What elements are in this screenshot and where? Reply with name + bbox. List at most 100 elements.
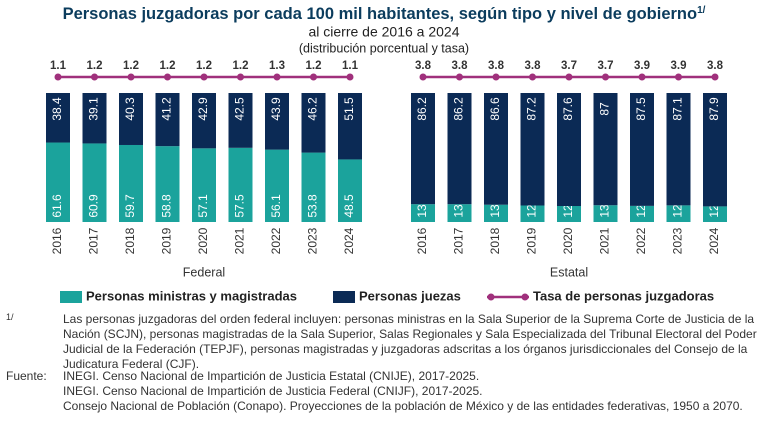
bar-segment [593, 205, 618, 222]
bar-segment [192, 148, 216, 222]
rate-label: 3.8 [452, 60, 469, 72]
title-text: Personas juzgadoras por cada 100 mil hab… [63, 5, 698, 23]
x-tick-label: 2024 [707, 227, 721, 254]
rate-point [54, 73, 62, 81]
bar-segment [703, 93, 727, 207]
bar-segment [630, 93, 654, 206]
x-tick-label: 2022 [269, 227, 283, 254]
rate-label: 1.2 [160, 60, 176, 72]
bar-segment [155, 146, 180, 222]
rate-label: 3.9 [671, 60, 687, 72]
bar-value-label: 87.5 [634, 97, 648, 121]
bar-value-label: 57.1 [196, 194, 210, 218]
bar-value-label: 61.6 [50, 194, 64, 218]
title-note: 1/ [697, 5, 706, 16]
x-tick-label: 2023 [671, 227, 685, 254]
group-label: Estatal [550, 265, 588, 279]
bar-value-label: 38.4 [50, 97, 64, 121]
note-text: Las personas juzgadoras del orden federa… [63, 312, 757, 371]
rate-label: 1.3 [269, 60, 285, 72]
rate-label: 1.2 [306, 60, 322, 72]
legend-label: Tasa de personas juzgadoras [533, 288, 714, 303]
rate-label: 3.8 [707, 60, 724, 72]
source-line: INEGI. Censo Nacional de Impartición de … [63, 369, 480, 383]
bar-segment [82, 93, 107, 144]
bar-value-label: 87.2 [525, 97, 539, 121]
source-label: Fuente: [6, 369, 47, 383]
bar-segment [192, 93, 216, 149]
rate-point [675, 73, 682, 81]
source-line: INEGI. Censo Nacional de Impartición de … [63, 384, 483, 398]
bar-segment [301, 93, 326, 153]
bar-segment [119, 93, 143, 145]
bar-value-label: 87.9 [707, 97, 721, 121]
legend-point [487, 293, 495, 301]
bar-segment [520, 93, 545, 206]
rate-point [91, 73, 98, 81]
note-marker: 1/ [6, 312, 14, 322]
rate-label: 3.7 [561, 60, 577, 72]
rate-point [419, 73, 427, 81]
bar-value-label: 46.2 [306, 97, 320, 121]
rate-point [529, 73, 536, 81]
bar-segment [338, 93, 362, 160]
bar-value-label: 86.2 [452, 97, 466, 121]
x-tick-label: 2022 [634, 227, 648, 254]
bar-value-label: 60.9 [87, 194, 101, 218]
bar-value-label: 56.1 [269, 194, 283, 218]
rate-point [492, 73, 500, 81]
bar-value-label: 87.1 [671, 97, 685, 121]
bar-segment [666, 205, 691, 222]
bar-segment [228, 93, 253, 148]
bar-segment [265, 149, 289, 222]
subtitle: al cierre de 2016 a 2024 [309, 24, 460, 40]
x-tick-label: 2016 [415, 227, 429, 254]
bar-segment [301, 152, 326, 222]
x-tick-label: 2017 [87, 227, 101, 254]
rate-point [310, 73, 317, 81]
source-line: Consejo Nacional de Población (Conapo). … [63, 399, 743, 413]
rate-label: 1.1 [50, 60, 67, 72]
bar-value-label: 40.3 [123, 97, 137, 121]
bar-value-label: 42.5 [233, 97, 247, 121]
x-tick-label: 2021 [233, 227, 247, 254]
bar-segment [447, 93, 472, 205]
rate-point [200, 73, 208, 81]
legend-swatch [60, 291, 82, 303]
bar-value-label: 39.1 [87, 97, 101, 121]
rate-label: 1.2 [233, 60, 249, 72]
rate-point [237, 73, 244, 81]
bar-segment [703, 206, 727, 222]
rate-label: 3.7 [598, 60, 614, 72]
bar-segment [557, 93, 581, 207]
legend-label: Personas ministras y magistradas [86, 288, 297, 303]
rate-point [711, 73, 719, 81]
rate-point [602, 73, 609, 81]
sources: INEGI. Censo Nacional de Impartición de … [63, 369, 763, 414]
bar-value-label: 53.8 [306, 194, 320, 218]
bar-segment [119, 144, 143, 222]
bar-value-label: 57.5 [233, 194, 247, 218]
subtitle: (distribución porcentual y tasa) [299, 41, 469, 55]
bar-value-label: 48.5 [342, 194, 356, 218]
bar-value-label: 51.5 [342, 97, 356, 121]
x-tick-label: 2020 [561, 227, 575, 254]
bar-segment [484, 204, 508, 222]
x-tick-label: 2016 [50, 227, 64, 254]
legend-point [521, 293, 529, 301]
rate-point [164, 73, 171, 81]
rate-label: 3.8 [488, 60, 505, 72]
bar-segment [411, 204, 435, 222]
rate-point [638, 73, 646, 81]
bar-segment [666, 93, 691, 206]
bar-value-label: 58.8 [160, 194, 174, 218]
x-tick-label: 2019 [160, 227, 174, 254]
rate-label: 1.1 [342, 60, 359, 72]
rate-point [565, 73, 573, 81]
bar-value-label: 86.6 [488, 97, 502, 121]
bar-segment [593, 93, 618, 206]
rate-point [346, 73, 354, 81]
rate-label: 1.2 [123, 60, 139, 72]
bar-segment [557, 206, 581, 222]
rate-point [273, 73, 281, 81]
